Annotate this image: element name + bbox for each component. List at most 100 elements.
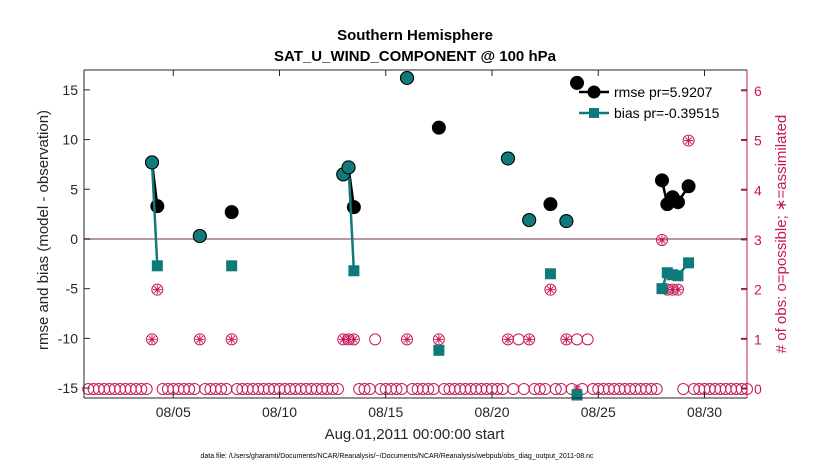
bias-point [571,389,583,401]
rmse-point [224,205,239,220]
obs-assimilated-point [545,285,555,295]
y-left-tick-label: 0 [70,231,78,247]
obs-possible-point [326,383,339,396]
bias-point [151,260,163,272]
y-right-tick-label: 2 [754,282,762,298]
x-tick-label: 08/25 [581,404,616,420]
bias-point [192,228,207,243]
obs-assimilated-point [147,334,157,344]
rmse-point [655,173,669,188]
axis-labels: Aug.01,2011 00:00:00 start rmse and bias … [35,110,790,443]
obs-possible-point [331,383,344,396]
rmse-point [570,75,584,90]
x-tick-label: 08/20 [474,404,509,420]
y-left-tick-label: -10 [58,330,78,346]
obs-possible-point [401,333,413,346]
obs-assimilated-point [152,285,162,295]
obs-possible-point [650,383,663,396]
bias-point [348,265,360,277]
bias-point [433,344,445,356]
y-right-tick-label: 4 [754,182,762,198]
y-right-tick-label: 0 [754,381,762,397]
legend-rmse-marker [587,85,601,99]
y-right-tick-label: 1 [754,331,762,347]
x-tick-label: 08/10 [262,404,297,420]
axes-frame [83,69,748,399]
y-left-tick-label: 10 [62,132,78,148]
chart-title: Southern Hemisphere SAT_U_WIND_COMPONENT … [274,27,557,65]
footnote: data file: /Users/gharamti/Documents/NCA… [200,453,594,460]
bias-point [544,268,556,280]
y-right-tick-label: 3 [754,232,762,248]
obs-possible-point [215,383,228,396]
bias-point [400,70,414,85]
obs-assimilated-point [195,334,205,344]
y-left-tick-label: 15 [62,82,78,98]
obs-possible-markers [82,134,753,396]
obs-assimilated-point [503,334,513,344]
obs-assimilated-point [657,235,667,245]
y-axis-left: -15 -10 -5 0 5 10 15 [58,82,747,396]
obs-possible-point [523,333,536,346]
obs-assimilated-point [524,334,534,344]
x-axis-label: Aug.01,2011 00:00:00 start [325,426,506,443]
obs-possible-point [581,333,594,346]
y-left-tick-label: -15 [58,380,78,396]
x-tick-label: 08/15 [368,404,403,420]
data-file-footnote: data file: /Users/gharamti/Documents/NCA… [200,453,594,460]
obs-assimilated-point [684,136,694,146]
obs-possible-point [225,333,238,346]
obs-assimilated-point [402,334,412,344]
obs-assimilated-point [349,334,359,344]
obs-possible-point [544,283,557,296]
obs-possible-point [151,283,164,296]
obs-possible-point [422,383,435,396]
obs-possible-point [533,383,546,396]
title-line-2: SAT_U_WIND_COMPONENT @ 100 hPa [274,48,557,65]
obs-assimilated-point [673,285,683,295]
obs-possible-point [140,383,153,396]
x-tick-label: 08/05 [156,404,191,420]
bias-point [683,257,695,269]
obs-possible-point [183,383,196,396]
obs-assimilated-point [227,334,237,344]
bias-point [672,270,684,282]
obs-possible-point [193,333,206,346]
bias-point [145,155,159,170]
x-tick-label: 08/30 [687,404,722,420]
obs-possible-point [146,333,158,346]
bias-point [500,151,515,166]
obs-possible-point [682,134,695,147]
obs-possible-point [358,383,371,396]
rmse-point [681,179,696,194]
title-line-1: Southern Hemisphere [337,27,493,44]
legend: rmse pr=5.9207 bias pr=-0.39515 [579,84,720,121]
bias-point [559,214,574,229]
obs-possible-point [549,383,562,396]
legend-bias-label: bias pr=-0.39515 [614,105,720,121]
y-left-tick-label: -5 [66,281,79,297]
y-axis-left-label: rmse and bias (model - observation) [35,110,52,350]
y-left-tick-label: 5 [70,181,78,197]
obs-possible-point [656,233,668,246]
bias-point [226,260,238,272]
bias-line [150,162,159,266]
obs-possible-point [390,383,403,396]
obs-possible-point [369,333,382,346]
rmse-point [543,197,558,212]
x-axis: 08/05 08/10 08/15 08/20 08/25 08/30 [156,70,722,420]
bias-point [522,213,537,228]
y-right-tick-label: 6 [754,83,762,99]
obs-assimilated-point [434,334,444,344]
bias-point [656,283,668,295]
rmse-point [431,120,446,135]
legend-rmse-label: rmse pr=5.9207 [614,84,713,100]
y-axis-right-label: # of obs: o=possible; ∗=assimilated [773,115,790,354]
bias-series [145,70,695,401]
obs-possible-point [491,383,504,396]
legend-bias-marker [589,108,599,118]
y-axis-right: 0 1 2 3 4 5 6 [741,83,762,397]
obs-assimilated-point [561,334,571,344]
y-right-tick-label: 5 [754,133,762,149]
